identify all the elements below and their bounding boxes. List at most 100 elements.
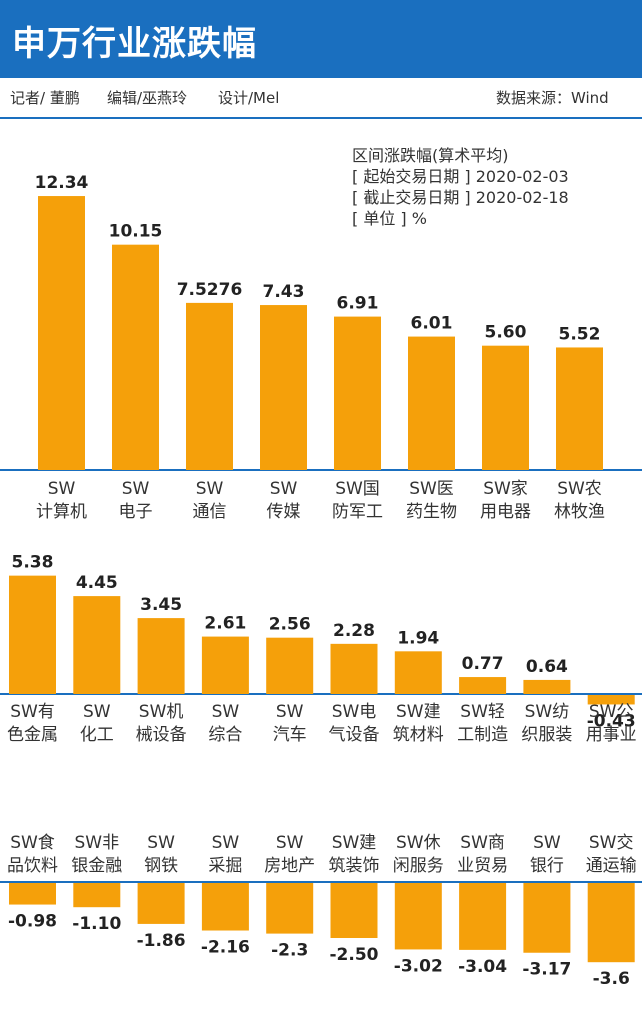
category-label: SW机 bbox=[139, 702, 184, 722]
category-label: 药生物 bbox=[406, 502, 457, 522]
editor-credit: 编辑/巫燕玲 bbox=[107, 89, 188, 107]
legend-start-date: [ 起始交易日期 ] 2020-02-03 bbox=[352, 167, 569, 186]
category-label: 银金融 bbox=[71, 856, 122, 876]
category-label: SW国 bbox=[335, 479, 380, 499]
source-credit: 数据来源：Wind bbox=[496, 89, 609, 107]
category-label: SW家 bbox=[483, 479, 528, 499]
category-label: SW建 bbox=[332, 833, 377, 853]
bar bbox=[201, 883, 249, 931]
bar bbox=[459, 883, 507, 950]
bar bbox=[201, 636, 249, 694]
bar bbox=[523, 883, 571, 953]
value-label: -2.16 bbox=[201, 938, 250, 958]
bar bbox=[266, 637, 314, 694]
category-label: SW bbox=[212, 833, 240, 853]
bar bbox=[260, 305, 307, 470]
category-label: 工制造 bbox=[457, 725, 508, 745]
category-label: 用事业 bbox=[586, 725, 637, 745]
category-label: SW bbox=[122, 479, 150, 499]
bar bbox=[394, 651, 442, 694]
value-label: 7.43 bbox=[263, 282, 305, 302]
category-label: SW轻 bbox=[460, 702, 505, 722]
bar bbox=[73, 883, 121, 908]
value-label: 2.28 bbox=[333, 621, 375, 641]
value-label: 0.64 bbox=[526, 657, 568, 677]
value-label: -0.43 bbox=[587, 711, 636, 731]
value-label: 5.52 bbox=[559, 324, 601, 344]
design-credit: 设计/Mel bbox=[218, 89, 280, 107]
category-label: 用电器 bbox=[480, 502, 531, 522]
page-title: 申万行业涨跌幅 bbox=[12, 24, 257, 64]
bar bbox=[523, 679, 571, 694]
bar bbox=[556, 347, 603, 470]
category-label: SW bbox=[48, 479, 76, 499]
bar bbox=[137, 618, 185, 694]
legend-end-date: [ 截止交易日期 ] 2020-02-18 bbox=[352, 188, 569, 207]
category-label: 气设备 bbox=[329, 725, 380, 745]
category-label: SW bbox=[147, 833, 175, 853]
category-label: 电子 bbox=[119, 502, 153, 522]
category-label: 业贸易 bbox=[457, 856, 508, 876]
value-label: -3.17 bbox=[522, 960, 571, 980]
bar bbox=[9, 575, 56, 694]
category-label: 筑装饰 bbox=[329, 856, 380, 876]
category-label: SW建 bbox=[396, 702, 441, 722]
reporter-credit: 记者/ 董鹏 bbox=[10, 89, 80, 107]
category-label: SW有 bbox=[10, 702, 55, 722]
chart-legend: 区间涨跌幅(算术平均) [ 起始交易日期 ] 2020-02-03 [ 截止交易… bbox=[352, 145, 569, 229]
category-label: SW商 bbox=[460, 833, 505, 853]
category-label: 林牧渔 bbox=[554, 502, 605, 522]
bar bbox=[408, 336, 455, 470]
value-label: -3.6 bbox=[593, 969, 630, 989]
value-label: 10.15 bbox=[109, 222, 163, 242]
category-label: 防军工 bbox=[332, 502, 383, 522]
category-label: 钢铁 bbox=[144, 856, 178, 876]
category-label: SW食 bbox=[10, 833, 55, 853]
value-label: 7.5276 bbox=[177, 280, 243, 300]
category-label: SW bbox=[533, 833, 561, 853]
category-label: SW交 bbox=[589, 833, 634, 853]
category-label: SW bbox=[276, 833, 304, 853]
value-label: -2.50 bbox=[330, 945, 379, 965]
value-label: 3.45 bbox=[140, 595, 182, 615]
category-label: 采掘 bbox=[208, 856, 242, 876]
category-label: SW纺 bbox=[525, 702, 570, 722]
header-banner: 申万行业涨跌幅 bbox=[0, 0, 642, 78]
value-label: 1.94 bbox=[397, 628, 439, 648]
category-label: 汽车 bbox=[273, 725, 307, 745]
category-label: 银行 bbox=[530, 856, 564, 876]
bar bbox=[9, 883, 56, 905]
category-label: SW医 bbox=[409, 479, 454, 499]
value-label: -1.86 bbox=[137, 931, 186, 951]
bar bbox=[266, 883, 314, 934]
bar bbox=[587, 883, 635, 963]
legend-metric: 区间涨跌幅(算术平均) bbox=[352, 146, 509, 165]
category-label: 织服装 bbox=[521, 725, 572, 745]
category-label: SW bbox=[196, 479, 224, 499]
value-label: -3.04 bbox=[458, 957, 507, 977]
bar bbox=[186, 302, 233, 470]
category-label: SW公 bbox=[589, 702, 634, 722]
value-label: 5.60 bbox=[485, 323, 527, 343]
category-label: 通信 bbox=[193, 502, 227, 522]
category-label: 品饮料 bbox=[7, 856, 58, 876]
bar bbox=[587, 695, 635, 705]
value-label: -0.98 bbox=[8, 912, 57, 932]
bar bbox=[330, 883, 378, 938]
category-label: SW bbox=[270, 479, 298, 499]
value-label: 2.56 bbox=[269, 615, 311, 635]
category-label: 通运输 bbox=[586, 856, 637, 876]
category-label: SW休 bbox=[396, 833, 441, 853]
category-label: 综合 bbox=[208, 725, 242, 745]
category-label: 筑材料 bbox=[393, 725, 444, 745]
bar bbox=[330, 643, 378, 694]
category-label: 闲服务 bbox=[393, 856, 444, 876]
category-label: 色金属 bbox=[7, 725, 58, 745]
credits-bar: 记者/ 董鹏 编辑/巫燕玲 设计/Mel 数据来源：Wind bbox=[0, 79, 642, 119]
bar bbox=[38, 196, 85, 470]
category-label: SW bbox=[212, 702, 240, 722]
category-label: 化工 bbox=[80, 725, 114, 745]
value-label: 4.45 bbox=[76, 573, 118, 593]
category-label: SW bbox=[83, 702, 111, 722]
